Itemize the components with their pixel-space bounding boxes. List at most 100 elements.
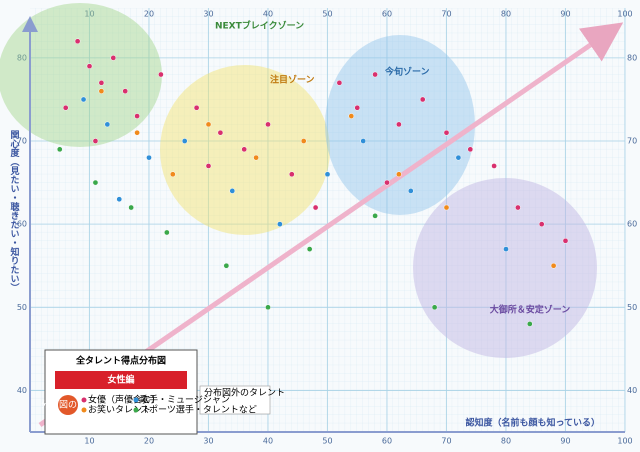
legend-swatch: [133, 397, 139, 403]
data-point: [538, 221, 545, 228]
data-point: [181, 138, 188, 144]
data-point: [223, 262, 230, 269]
legend-swatch: [133, 407, 139, 413]
data-point: [158, 71, 164, 78]
data-point: [110, 55, 117, 61]
data-point: [443, 204, 450, 211]
zone-veteran: [413, 178, 597, 358]
x-axis-label: 認知度（名前も顔も知っている）: [465, 417, 600, 429]
x-tick-label: 80: [501, 437, 511, 446]
title-box: [44, 349, 198, 435]
other-label: 分布図外のタレント: [204, 387, 285, 399]
data-point: [193, 104, 200, 111]
x-tick-label: 10: [84, 10, 94, 19]
data-point: [372, 71, 378, 78]
data-point: [205, 121, 212, 128]
data-point: [324, 171, 331, 178]
data-point: [146, 154, 152, 161]
data-point: [134, 129, 140, 136]
data-point: [515, 204, 521, 211]
data-point: [419, 96, 426, 103]
data-point: [92, 138, 99, 144]
y-tick-label: 50: [17, 303, 27, 312]
x-tick-label: 40: [263, 437, 273, 446]
x-tick-label: 10: [84, 437, 94, 446]
data-point: [86, 63, 93, 70]
data-point: [122, 88, 129, 94]
zone-label: NEXTブレイクゾーン: [215, 20, 304, 32]
data-point: [443, 129, 450, 136]
legend-label: お笑いタレント: [88, 404, 151, 416]
data-point: [241, 146, 248, 153]
other-box: [199, 385, 271, 415]
data-point: [92, 179, 99, 186]
subtitle-band: [55, 371, 187, 389]
zone-label: 今旬ゾーン: [384, 66, 430, 78]
y-tick-label: 60: [17, 220, 27, 229]
data-point: [265, 121, 271, 128]
x-tick-label: 70: [441, 10, 451, 19]
legend-label: スポーツ選手・タレントなど: [140, 404, 257, 416]
data-point: [217, 129, 224, 136]
legend-label: 女優（声優含む）: [88, 394, 160, 406]
data-point: [134, 113, 140, 119]
x-tick-label: 100: [617, 437, 632, 446]
data-point: [80, 96, 87, 103]
y-tick-label: 80: [17, 53, 27, 62]
x-tick-label: 80: [501, 10, 511, 19]
y-tick-label: 80: [627, 53, 637, 62]
data-point: [164, 229, 170, 236]
x-tick-label: 50: [322, 437, 332, 446]
data-point: [306, 246, 313, 252]
x-tick-label: 100: [617, 10, 632, 19]
legend-swatch: [81, 397, 87, 403]
data-point: [74, 38, 81, 45]
zone-label: 注目ゾーン: [270, 74, 315, 86]
x-tick-label: 20: [144, 10, 154, 19]
x-tick-label: 90: [560, 10, 570, 19]
x-tick-label: 30: [203, 437, 213, 446]
data-point: [205, 163, 212, 169]
y-tick-label: 50: [627, 303, 637, 312]
data-point: [300, 138, 307, 144]
x-tick-label: 60: [382, 10, 392, 19]
data-point: [431, 304, 438, 311]
data-point: [354, 104, 361, 111]
data-point: [407, 188, 414, 194]
x-tick-label: 70: [441, 437, 451, 446]
legend-title: 分布図の見方: [41, 399, 95, 411]
data-point: [467, 146, 474, 153]
data-point: [491, 163, 497, 169]
y-axis-label: 関心度（見たい・聴きたい・知りたい）: [9, 130, 21, 292]
y-tick-label: 70: [17, 137, 27, 146]
data-point: [98, 88, 105, 94]
data-point: [169, 171, 176, 178]
y-tick-label: 70: [627, 137, 637, 146]
x-tick-label: 60: [382, 437, 392, 446]
data-point: [62, 104, 69, 111]
zone-next: [0, 3, 162, 147]
legend-swatch: [81, 407, 87, 413]
data-point: [360, 138, 367, 144]
data-point: [265, 304, 271, 311]
data-point: [56, 146, 63, 153]
data-point: [396, 171, 402, 178]
data-point: [312, 204, 319, 211]
y-tick-label: 40: [627, 386, 637, 395]
data-point: [277, 221, 283, 228]
data-point: [384, 179, 390, 186]
x-tick-label: 40: [263, 10, 273, 19]
data-point: [288, 171, 295, 178]
legend-badge: [58, 395, 78, 415]
data-point: [229, 188, 236, 194]
x-tick-label: 50: [322, 10, 332, 19]
legend-label: 歌手・ミュージシャン: [140, 394, 230, 406]
y-tick-label: 60: [627, 220, 637, 229]
data-point: [455, 154, 462, 161]
data-point: [116, 196, 123, 203]
data-point: [550, 262, 557, 269]
data-point: [128, 204, 134, 211]
data-point: [526, 321, 533, 327]
x-tick-label: 90: [560, 437, 570, 446]
